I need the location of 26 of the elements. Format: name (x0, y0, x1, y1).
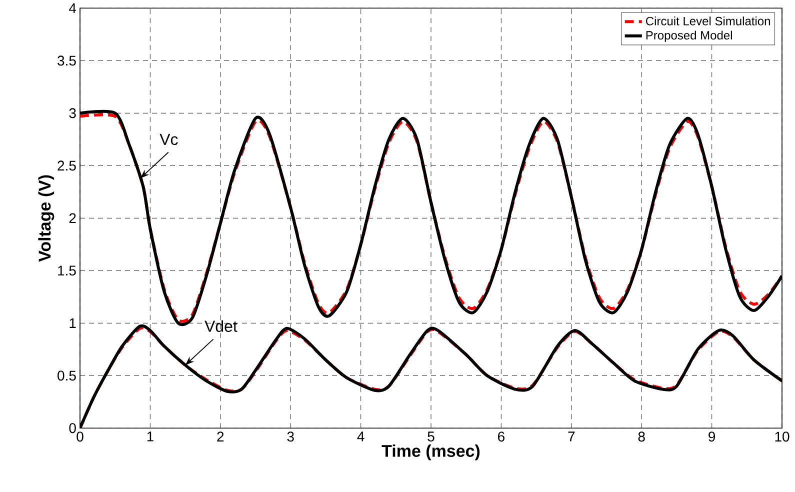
x-tick-label: 9 (708, 432, 716, 442)
legend-label: Circuit Level Simulation (646, 16, 770, 26)
x-tick-label: 6 (498, 432, 504, 442)
y-tick-label: 0 (69, 423, 76, 434)
y-tick-label: 3.5 (58, 56, 76, 66)
y-tick-label: 1.5 (58, 266, 76, 276)
x-tick-label: 2 (217, 432, 224, 442)
y-axis-title: Voltage (V) (38, 175, 54, 262)
y-tick-label: 4 (69, 3, 76, 13)
x-tick-label: 4 (357, 432, 364, 442)
x-tick-label: 7 (568, 432, 575, 442)
x-tick-label: 3 (287, 432, 294, 442)
x-tick-label: 8 (638, 432, 645, 442)
y-tick-label: 0.5 (58, 370, 76, 381)
annotation: Vdet (204, 320, 238, 332)
x-tick-label: 0 (76, 432, 84, 442)
legend-label: Proposed Model (646, 30, 732, 42)
x-axis-title: Time (msec) (382, 444, 480, 460)
y-tick-label: 3 (69, 108, 76, 118)
y-tick-label: 2 (69, 213, 76, 223)
x-tick-label: 1 (147, 432, 154, 442)
y-tick-label: 1 (70, 318, 76, 328)
annotation: Vc (160, 134, 178, 145)
x-tick-label: 5 (428, 432, 434, 442)
y-tick-label: 2.5 (58, 160, 76, 171)
x-tick-label: 10 (775, 432, 790, 442)
